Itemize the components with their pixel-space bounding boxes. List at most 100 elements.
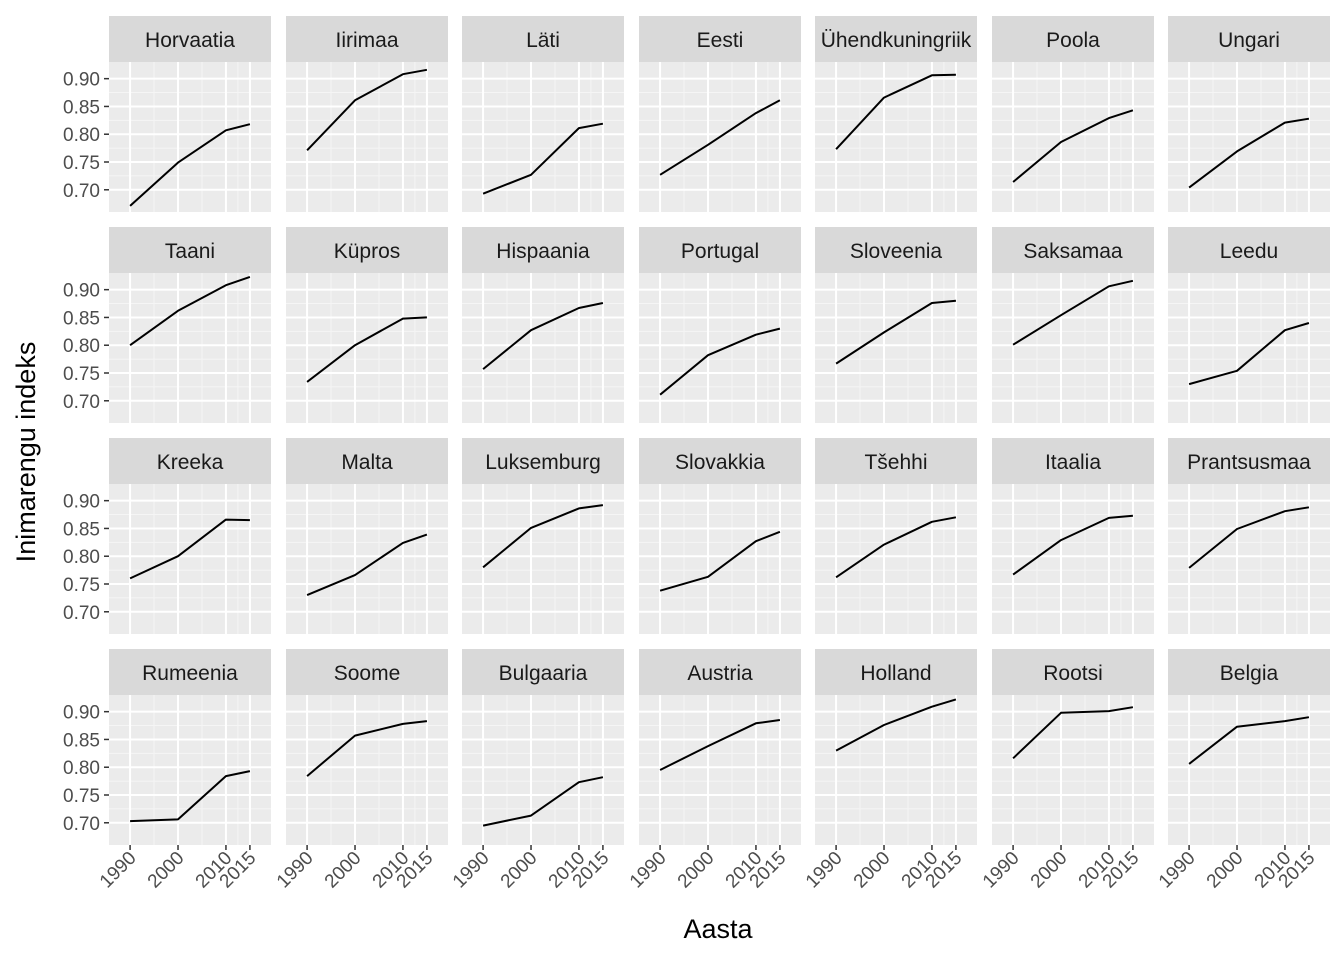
x-tick-label: 1990 xyxy=(1155,848,1200,893)
facet-label: Tšehhi xyxy=(864,451,927,474)
series-line xyxy=(130,770,251,823)
facet-strip xyxy=(992,227,1154,273)
y-tick-label: 0.85 xyxy=(63,308,100,329)
facet-strip xyxy=(639,438,801,484)
series-line xyxy=(1188,716,1310,765)
facet-strip xyxy=(815,16,977,62)
facet-panel: Soome xyxy=(286,649,448,845)
y-tick-label: 0.70 xyxy=(63,392,100,413)
x-tick-label: 1990 xyxy=(626,848,671,893)
facet-label: Austria xyxy=(687,662,753,685)
series-line xyxy=(306,316,427,383)
x-tick-label: 1990 xyxy=(802,848,847,893)
facet-strip xyxy=(815,438,977,484)
x-tick-label: 2000 xyxy=(850,848,895,893)
facet-panel: Taani xyxy=(109,227,271,423)
panel-background xyxy=(109,62,271,212)
panel-background xyxy=(462,62,624,212)
facet-label: Kreeka xyxy=(157,451,224,474)
panel-background xyxy=(639,484,801,634)
y-tick-label: 0.75 xyxy=(63,786,100,807)
facet-panel: Leedu xyxy=(1168,227,1330,423)
facet-panel: Rumeenia xyxy=(109,649,271,845)
facet-panel: Küpros xyxy=(286,227,448,423)
facet-label: Slovakkia xyxy=(675,451,765,474)
facet-strip xyxy=(462,227,624,273)
x-tick-label: 1990 xyxy=(979,848,1024,893)
x-tick-label: 2000 xyxy=(497,848,542,893)
y-tick-label: 0.90 xyxy=(63,492,100,513)
series-line xyxy=(835,299,956,365)
facet-label: Saksamaa xyxy=(1023,240,1123,263)
facet-panel: Poola xyxy=(992,16,1154,212)
x-tick-label: 1990 xyxy=(273,848,318,893)
facet-strip xyxy=(1168,16,1330,62)
facet-strip xyxy=(109,438,271,484)
facet-label: Soome xyxy=(334,662,401,685)
facet-strip xyxy=(286,438,448,484)
facet-panel: Hispaania xyxy=(462,227,624,423)
panel-background xyxy=(1168,62,1330,212)
facet-panel: Iirimaa xyxy=(286,16,448,212)
series-line xyxy=(129,518,250,580)
series-line xyxy=(1188,506,1310,569)
y-tick-label: 0.70 xyxy=(63,814,100,835)
facet-label: Sloveenia xyxy=(850,240,943,263)
facet-label: Belgia xyxy=(1220,662,1279,685)
facet-strip xyxy=(462,438,624,484)
facet-label: Rumeenia xyxy=(142,662,238,685)
facet-panel: Belgia xyxy=(1168,649,1330,845)
series-line xyxy=(659,327,781,396)
series-line xyxy=(306,720,428,777)
series-line xyxy=(306,533,428,597)
facet-panel: Läti xyxy=(462,16,624,212)
facet-label: Eesti xyxy=(697,29,744,52)
series-line xyxy=(659,719,781,771)
panel-background xyxy=(992,484,1154,634)
facet-panel: Kreeka xyxy=(109,438,271,634)
series-line xyxy=(306,68,428,151)
facet-panel: Slovakkia xyxy=(639,438,801,634)
facet-panel: Horvaatia xyxy=(109,16,271,212)
series-line xyxy=(482,122,604,195)
panel-background xyxy=(992,695,1154,845)
panel-background xyxy=(286,484,448,634)
y-tick-label: 0.80 xyxy=(63,758,100,779)
facet-panel: Itaalia xyxy=(992,438,1154,634)
facet-strip xyxy=(109,16,271,62)
facet-label: Luksemburg xyxy=(485,451,601,474)
facet-strip xyxy=(639,649,801,695)
facet-strip xyxy=(109,649,271,695)
facet-strip xyxy=(462,649,624,695)
facet-panel: Bulgaaria xyxy=(462,649,624,845)
facet-label: Prantsusmaa xyxy=(1187,451,1311,474)
facet-label: Ühendkuningriik xyxy=(821,29,972,52)
panel-background xyxy=(109,484,271,634)
series-line xyxy=(1188,322,1310,386)
series-line xyxy=(1188,117,1310,189)
facet-strip xyxy=(639,227,801,273)
series-line xyxy=(835,698,957,752)
panel-background xyxy=(286,62,448,212)
facet-panel: Holland xyxy=(815,649,977,845)
facet-panels: Horvaatia Iirimaa Läti Eesti Ühendkuningriik… xyxy=(109,16,1330,845)
panel-background xyxy=(462,695,624,845)
y-tick-label: 0.85 xyxy=(63,97,100,118)
facet-panel: Saksamaa xyxy=(992,227,1154,423)
panel-background xyxy=(815,62,977,212)
facet-label: Holland xyxy=(860,662,931,685)
y-tick-label: 0.75 xyxy=(63,153,100,174)
y-tick-label: 0.85 xyxy=(63,730,100,751)
facet-label: Poola xyxy=(1046,29,1100,52)
panel-background xyxy=(462,484,624,634)
y-tick-label: 0.80 xyxy=(63,125,100,146)
facet-panel: Malta xyxy=(286,438,448,634)
facet-label: Horvaatia xyxy=(145,29,235,52)
series-line xyxy=(659,530,781,592)
facet-strip xyxy=(286,649,448,695)
series-line xyxy=(482,504,604,569)
panel-background xyxy=(286,273,448,423)
panel-background xyxy=(109,273,271,423)
facet-label: Iirimaa xyxy=(335,29,398,52)
